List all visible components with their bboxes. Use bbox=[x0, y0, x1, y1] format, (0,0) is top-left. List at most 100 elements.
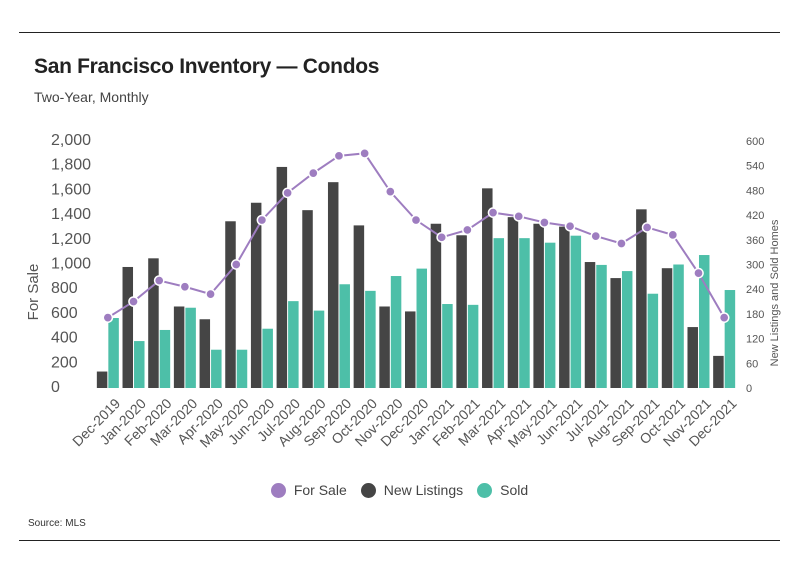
point-for-sale bbox=[436, 231, 448, 243]
legend-item-sold: Sold bbox=[477, 482, 528, 498]
bar-new-listings bbox=[533, 223, 544, 388]
bar-sold bbox=[416, 268, 427, 388]
bar-sold bbox=[185, 307, 196, 388]
y2-tick-label: 480 bbox=[746, 185, 764, 197]
legend-swatch-for-sale bbox=[270, 482, 286, 498]
bar-new-listings bbox=[225, 221, 236, 388]
bar-new-listings bbox=[456, 235, 467, 388]
y-tick-label: 1,800 bbox=[51, 157, 91, 174]
y2-tick-label: 0 bbox=[746, 383, 752, 395]
bar-new-listings bbox=[482, 188, 493, 388]
y2-tick-label: 300 bbox=[746, 260, 764, 272]
legend-label-new-listings: New Listings bbox=[383, 482, 464, 498]
bar-sold bbox=[570, 235, 582, 388]
y-tick-label: 600 bbox=[51, 305, 78, 322]
bar-new-listings bbox=[302, 210, 313, 388]
bar-new-listings bbox=[636, 209, 647, 388]
bar-new-listings bbox=[122, 266, 134, 388]
chart-title: San Francisco Inventory — Condos bbox=[34, 55, 380, 78]
bar-sold bbox=[390, 276, 402, 388]
bar-new-listings bbox=[661, 268, 673, 388]
point-for-sale bbox=[718, 312, 730, 323]
y-axis-label: For Sale bbox=[25, 264, 42, 321]
point-for-sale bbox=[179, 281, 191, 293]
y2-tick-label: 540 bbox=[746, 161, 764, 173]
point-for-sale bbox=[307, 167, 319, 179]
y-tick-label: 2,000 bbox=[51, 132, 91, 149]
y-tick-label: 1,400 bbox=[51, 206, 91, 223]
point-for-sale bbox=[590, 230, 602, 242]
bar-sold bbox=[134, 341, 145, 388]
bar-sold bbox=[621, 271, 633, 388]
bar-new-listings bbox=[327, 182, 339, 388]
bar-sold bbox=[108, 318, 119, 388]
point-for-sale bbox=[410, 214, 422, 226]
y-tick-label: 800 bbox=[51, 280, 78, 297]
bar-sold bbox=[442, 304, 453, 388]
y2-tick-label: 180 bbox=[746, 309, 764, 321]
point-for-sale bbox=[205, 288, 216, 300]
bar-sold bbox=[493, 238, 505, 388]
bar-sold bbox=[288, 301, 299, 388]
y-tick-label: 200 bbox=[51, 354, 78, 371]
bar-new-listings bbox=[148, 258, 159, 388]
bar-sold bbox=[647, 293, 659, 388]
y2-tick-label: 120 bbox=[746, 334, 764, 346]
y-tick-label: 1,000 bbox=[51, 256, 91, 273]
point-for-sale bbox=[487, 207, 499, 218]
point-for-sale bbox=[282, 187, 293, 199]
point-for-sale bbox=[616, 238, 627, 249]
point-for-sale bbox=[153, 275, 165, 286]
legend-item-for-sale: For Sale bbox=[270, 482, 347, 498]
bar-sold bbox=[724, 290, 736, 388]
y2-tick-label: 360 bbox=[746, 235, 764, 247]
point-for-sale bbox=[564, 220, 576, 232]
point-for-sale bbox=[667, 229, 679, 241]
bar-new-listings bbox=[379, 306, 390, 388]
bar-new-listings bbox=[610, 278, 621, 388]
bar-sold bbox=[596, 264, 607, 388]
bar-sold bbox=[467, 304, 479, 388]
legend-item-new-listings: New Listings bbox=[360, 482, 464, 498]
y-tick-label: 1,600 bbox=[51, 181, 91, 198]
bar-new-listings bbox=[559, 226, 570, 388]
bar-sold bbox=[236, 349, 248, 388]
chart-legend: For Sale New Listings Sold bbox=[0, 482, 799, 498]
bar-sold bbox=[365, 290, 376, 388]
bar-new-listings bbox=[430, 223, 442, 388]
bar-sold bbox=[211, 349, 222, 388]
point-for-sale bbox=[539, 217, 550, 228]
point-for-sale bbox=[333, 150, 345, 162]
bar-new-listings bbox=[353, 225, 365, 388]
y-tick-label: 400 bbox=[51, 330, 78, 347]
source-note: Source: MLS bbox=[28, 518, 86, 529]
bar-new-listings bbox=[276, 166, 288, 388]
point-for-sale bbox=[230, 259, 242, 270]
bar-new-listings bbox=[687, 327, 698, 388]
legend-swatch-new-listings bbox=[360, 482, 376, 498]
bar-sold bbox=[262, 328, 273, 388]
point-for-sale bbox=[128, 296, 139, 307]
bar-sold bbox=[519, 238, 530, 388]
bar-sold bbox=[698, 255, 710, 388]
point-for-sale bbox=[256, 214, 268, 226]
bar-new-listings bbox=[713, 355, 724, 388]
legend-swatch-sold bbox=[477, 482, 493, 498]
bar-new-listings bbox=[250, 202, 262, 388]
legend-label-for-sale: For Sale bbox=[293, 482, 347, 498]
bar-new-listings bbox=[405, 311, 416, 388]
y2-tick-label: 240 bbox=[746, 284, 764, 296]
y2-tick-label: 600 bbox=[746, 136, 764, 148]
bar-new-listings bbox=[199, 319, 211, 388]
bar-sold bbox=[159, 329, 171, 388]
bar-new-listings bbox=[584, 262, 596, 388]
y-tick-label: 1,200 bbox=[51, 231, 91, 248]
y-tick-label: 0 bbox=[51, 379, 60, 396]
bar-sold bbox=[313, 310, 325, 388]
y2-tick-label: 420 bbox=[746, 210, 764, 222]
bar-sold bbox=[339, 284, 350, 388]
bar-new-listings bbox=[173, 306, 185, 388]
bar-new-listings bbox=[96, 371, 108, 388]
point-for-sale bbox=[641, 222, 653, 233]
